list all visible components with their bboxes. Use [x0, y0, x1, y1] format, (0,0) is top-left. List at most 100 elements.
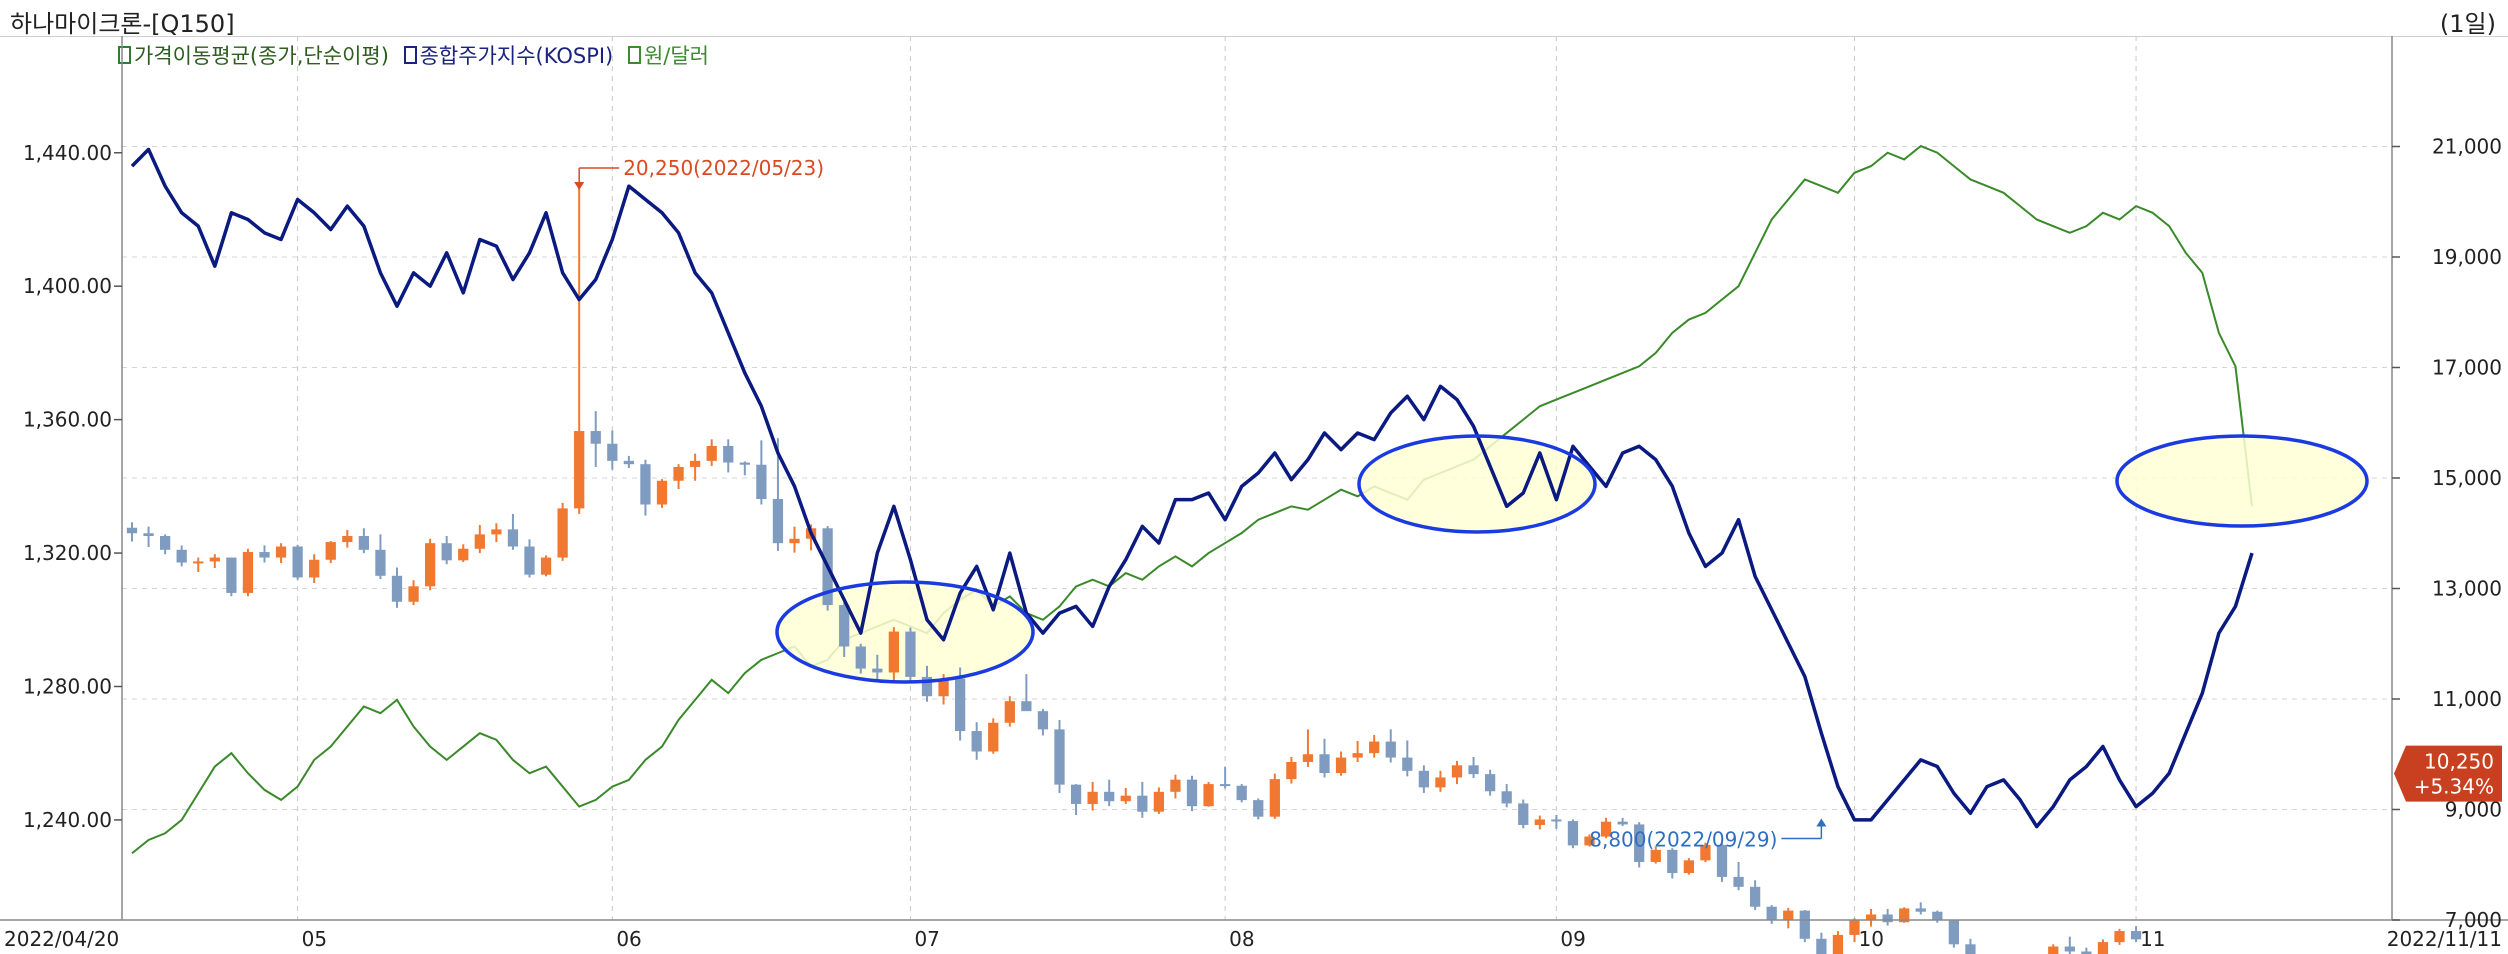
candle-down: [259, 552, 270, 558]
candle-up: [540, 557, 552, 575]
highlight-ellipses-fill: [777, 436, 2367, 682]
candle-down: [126, 527, 138, 534]
right-tick-label: 11,000: [2432, 687, 2502, 711]
legend-label-moving-average: 가격이동평균(종가,단순이평): [134, 44, 389, 68]
candle-down: [756, 464, 767, 499]
candle-up: [325, 542, 336, 560]
candle-down: [1219, 784, 1231, 787]
candle-down: [1716, 844, 1728, 877]
candle-up: [574, 431, 585, 509]
candle-up: [242, 552, 254, 593]
candle-up: [1832, 934, 1844, 954]
candle-up: [888, 631, 900, 673]
period-label[interactable]: (1일): [2439, 10, 2496, 38]
candle-up: [209, 557, 220, 562]
candle-down: [1418, 770, 1430, 788]
candle-up: [988, 722, 999, 752]
legend: 가격이동평균(종가,단순이평) 종합주가지수(KOSPI) 원/달러: [118, 40, 717, 70]
candle-up: [424, 543, 436, 587]
candle-up: [1849, 920, 1860, 935]
right-tick-label: 19,000: [2432, 245, 2502, 269]
left-tick-label: 1,280.00: [23, 674, 112, 698]
candle-up: [1286, 761, 1297, 780]
highlight-ellipse-fill: [2117, 436, 2367, 526]
candle-up: [491, 529, 502, 535]
candle-up: [656, 480, 668, 505]
candle-up: [1683, 860, 1695, 874]
legend-label-usdkrw: 원/달러: [643, 44, 709, 68]
grid: [122, 36, 2392, 921]
left-tick-label: 1,400.00: [23, 274, 112, 298]
x-tick-label: 07: [914, 927, 939, 951]
candle-down: [1667, 849, 1678, 874]
candle-up: [458, 548, 469, 561]
candle-up: [1335, 757, 1347, 774]
highlight-ellipses: [775, 434, 2369, 684]
left-tick-label: 1,440.00: [23, 141, 112, 165]
legend-item-kospi[interactable]: 종합주가지수(KOSPI): [403, 44, 613, 68]
candle-down: [1799, 910, 1810, 939]
candle-down: [2064, 946, 2075, 952]
candle-down: [1816, 938, 1827, 954]
legend-item-moving-average[interactable]: 가격이동평균(종가,단순이평): [118, 44, 389, 68]
left-tick-label: 1,320.00: [23, 541, 112, 565]
right-tick-label: 15,000: [2432, 466, 2502, 490]
last-price-tag: [2394, 745, 2502, 802]
candle-down: [1551, 819, 1562, 822]
candles-layer: [126, 187, 2142, 954]
candle-down: [1501, 791, 1512, 804]
candle-up: [938, 678, 949, 697]
candle-up: [408, 586, 419, 602]
candle-up: [789, 538, 800, 544]
highlight-ellipse: [2115, 434, 2369, 528]
kospi-line: [130, 147, 2254, 829]
candle-down: [1932, 911, 1943, 921]
candle-up: [2048, 946, 2059, 954]
candle-down: [1518, 803, 1529, 825]
x-tick-label: 09: [1560, 927, 1585, 951]
x-end-label: 2022/11/11: [2387, 927, 2502, 951]
candle-down: [872, 668, 883, 673]
candle-down: [607, 443, 618, 461]
candle-down: [1617, 821, 1628, 825]
candle-down: [1965, 944, 1976, 954]
kospi-layer: [130, 147, 2254, 829]
x-tick-label: 08: [1229, 927, 1254, 951]
candle-up: [1700, 844, 1711, 861]
candle-up: [1865, 914, 1877, 921]
candle-up: [673, 466, 684, 481]
candle-up: [1435, 777, 1446, 788]
candle-down: [1468, 765, 1479, 775]
right-tick-label: 13,000: [2432, 577, 2502, 601]
candle-up: [1269, 779, 1280, 817]
legend-box-icon: [403, 46, 417, 64]
candle-up: [342, 536, 353, 543]
candle-down: [292, 546, 303, 578]
candle-up: [1783, 910, 1794, 920]
candle-up: [1087, 791, 1098, 804]
candle-down: [1054, 729, 1065, 785]
high-marker-label: 20,250(2022/05/23): [623, 156, 824, 180]
candle-up: [1203, 784, 1214, 807]
candle-up: [706, 445, 717, 461]
candle-up: [689, 460, 701, 467]
last-price-change: +5.34%: [2414, 775, 2494, 799]
x-tick-label: 06: [616, 927, 641, 951]
candle-down: [1037, 711, 1049, 730]
candle-up: [1352, 753, 1363, 758]
highlight-ellipse: [1357, 434, 1597, 534]
right-tick-label: 21,000: [2432, 135, 2502, 159]
candle-down: [1915, 908, 1926, 912]
candle-down: [159, 536, 171, 550]
candle-down: [723, 445, 734, 463]
candle-down: [640, 464, 651, 505]
candle-down: [2081, 951, 2092, 954]
candle-down: [176, 549, 187, 563]
left-tick-label: 1,360.00: [23, 408, 112, 432]
legend-item-usdkrw[interactable]: 원/달러: [627, 44, 709, 68]
candle-down: [855, 646, 866, 669]
candle-up: [1899, 908, 1910, 923]
candle-down: [772, 498, 784, 544]
candle-down: [971, 731, 982, 752]
